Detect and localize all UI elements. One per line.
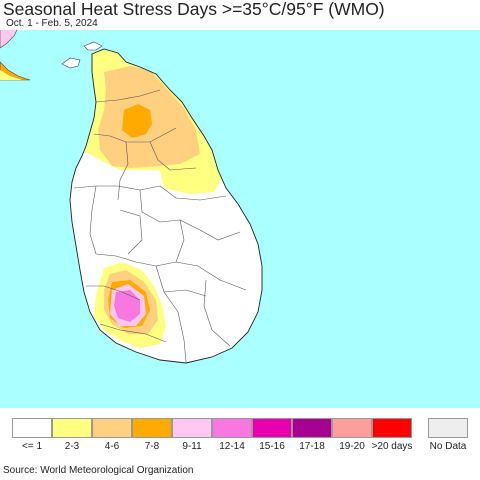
legend-label: 9-11	[182, 441, 202, 452]
color-legend: <= 1 2-3 4-6 7-8 9-11 12-14 15-16 17-18 …	[12, 418, 470, 458]
map-panel	[0, 30, 480, 408]
legend-swatch	[212, 418, 252, 438]
legend-label: 15-16	[259, 441, 285, 452]
legend-swatch	[292, 418, 332, 438]
source-credit: Source: World Meteorological Organizatio…	[3, 465, 194, 476]
sri-lanka-map	[0, 30, 263, 364]
legend-swatch	[12, 418, 52, 438]
district-boundaries	[73, 89, 247, 363]
legend-label: >20 days	[371, 441, 413, 452]
legend-swatch	[252, 418, 292, 438]
legend-swatch	[92, 418, 132, 438]
map-title: Seasonal Heat Stress Days >=35°C/95°F (W…	[3, 0, 385, 19]
india-coast-yellow	[0, 70, 22, 80]
legend-swatch	[372, 418, 412, 438]
legend-label: 17-18	[299, 441, 325, 452]
legend-label: 12-14	[219, 441, 245, 452]
legend-label: 2-3	[64, 441, 80, 452]
zone-north-7-8	[122, 104, 152, 138]
zone-south-12-14	[114, 290, 140, 322]
legend-swatch	[332, 418, 372, 438]
legend-label: 4-6	[104, 441, 120, 452]
legend-label: No Data	[429, 441, 467, 452]
legend-swatch	[52, 418, 92, 438]
legend-label: <= 1	[21, 441, 43, 452]
legend-swatch	[172, 418, 212, 438]
legend-label: 19-20	[339, 441, 365, 452]
legend-swatch	[132, 418, 172, 438]
india-landmass	[0, 30, 18, 49]
date-range-subtitle: Oct. 1 - Feb. 5, 2024	[6, 18, 98, 29]
legend-swatch	[428, 418, 468, 438]
coastline	[69, 48, 263, 364]
legend-label: 7-8	[144, 441, 160, 452]
jaffna-islands	[61, 57, 81, 69]
